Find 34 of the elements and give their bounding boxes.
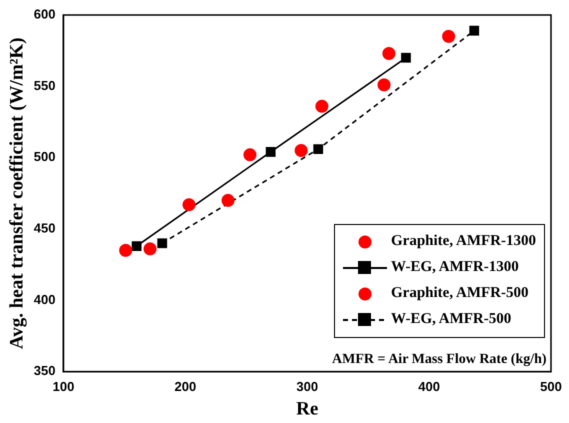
y-tick-label: 500 (34, 149, 56, 164)
y-tick-label: 350 (34, 363, 56, 378)
point (157, 238, 168, 248)
legend-label: Graphite, AMFR-1300 (391, 233, 536, 250)
x-tick-label: 300 (296, 378, 318, 394)
point (315, 100, 328, 113)
point (144, 242, 157, 256)
y-tick-label: 400 (34, 292, 56, 307)
legend-label: Graphite, AMFR-500 (391, 285, 528, 302)
legend-label: W-EG, AMFR-1300 (391, 259, 519, 276)
point (442, 30, 456, 43)
point (313, 144, 324, 154)
y-axis-title: Avg. heat transfer coefficient (W/m²K) (6, 38, 28, 350)
x-tick-label: 200 (174, 378, 196, 394)
x-axis-title: Re (296, 398, 318, 420)
x-tick-label: 500 (540, 378, 562, 394)
y-tick-label: 550 (34, 78, 56, 93)
point (401, 52, 411, 63)
point (119, 244, 132, 257)
point (243, 148, 256, 162)
point (222, 194, 235, 207)
legend-label: W-EG, AMFR-500 (391, 311, 512, 328)
y-tick-label: 450 (34, 220, 56, 236)
point (294, 144, 308, 158)
point (378, 78, 391, 92)
y-tick-label: 600 (34, 6, 56, 22)
x-tick-label: 400 (418, 378, 440, 394)
x-tick-label: 100 (52, 378, 74, 394)
point (182, 198, 196, 212)
point (266, 147, 276, 157)
annotation: AMFR = Air Mass Flow Rate (kg/h) (332, 352, 547, 368)
point (132, 241, 142, 251)
point (469, 26, 480, 36)
point (382, 47, 396, 60)
